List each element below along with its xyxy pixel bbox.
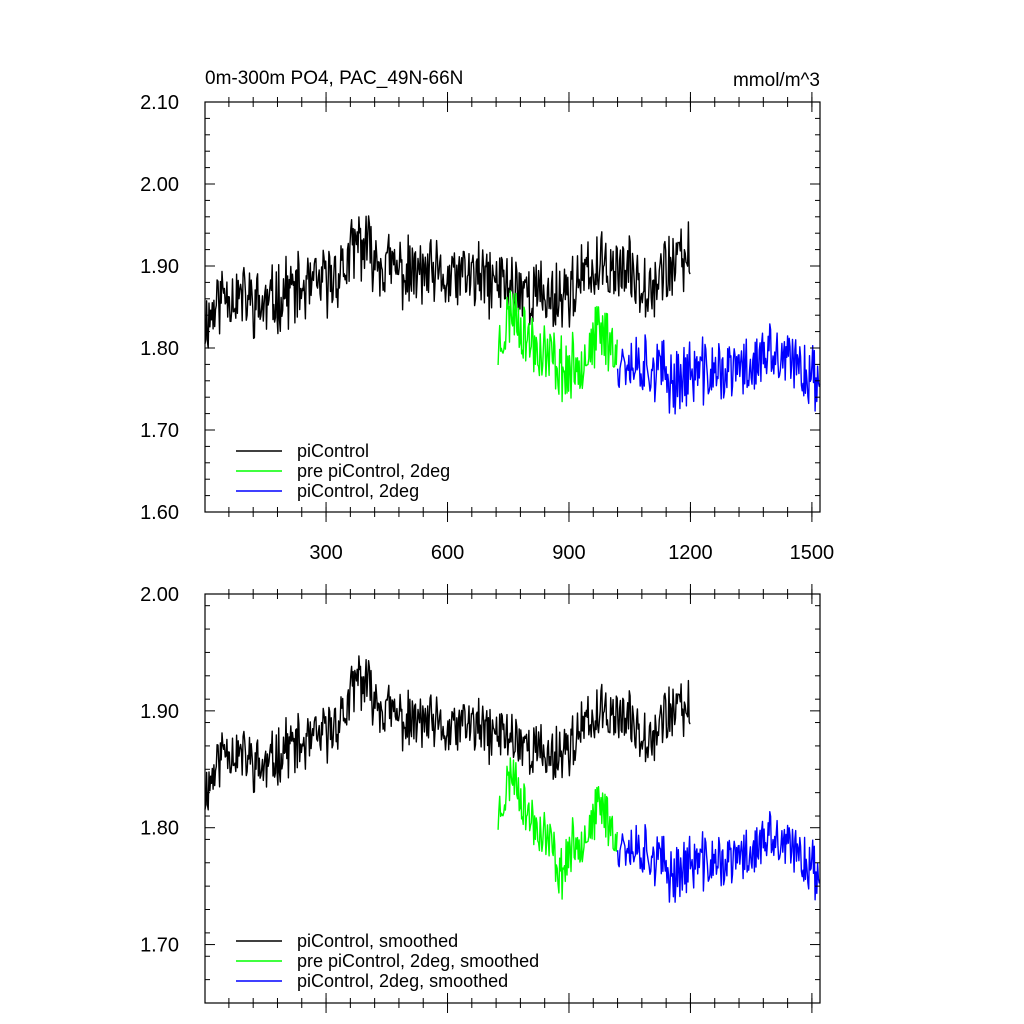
series-line-pre-picontrol-2deg (497, 290, 618, 403)
units-label: mmol/m^3 (733, 70, 820, 91)
x-tick-label: 1200 (668, 542, 713, 564)
top-panel: 0m-300m PO4, PAC_49N-66N mmol/m^3 1.60 1.… (140, 68, 834, 564)
series-line-picontrol-2deg-smoothed (616, 811, 821, 903)
y-tick-label: 2.10 (140, 92, 179, 114)
y-tick-label: 2.00 (140, 174, 179, 196)
x-tick-label: 900 (552, 542, 585, 564)
top-panel-title: 0m-300m PO4, PAC_49N-66N (205, 68, 463, 89)
y-tick-label: 2.00 (140, 584, 179, 606)
top-frame (204, 101, 821, 513)
legend-label-pre-picontrol-2deg: pre piControl, 2deg (297, 461, 450, 481)
x-tick-label: 1500 (790, 542, 835, 564)
legend-label-picontrol-2deg-smoothed: piControl, 2deg, smoothed (297, 971, 508, 991)
y-tick-label: 1.70 (140, 935, 179, 957)
series-line-picontrol-smoothed (204, 655, 691, 811)
bottom-frame (204, 593, 821, 1004)
x-tick-label: 600 (431, 542, 464, 564)
y-tick-label: 1.80 (140, 818, 179, 840)
y-tick-label: 1.90 (140, 701, 179, 723)
legend-label-picontrol-2deg: piControl, 2deg (297, 481, 419, 501)
y-tick-label: 1.80 (140, 338, 179, 360)
series-line-picontrol (204, 215, 691, 349)
legend-label-pre-picontrol-2deg-smoothed: pre piControl, 2deg, smoothed (297, 951, 539, 971)
y-tick-label: 1.60 (140, 502, 179, 524)
y-tick-label: 1.90 (140, 256, 179, 278)
x-tick-label: 300 (309, 542, 342, 564)
series-line-picontrol-2deg (616, 323, 821, 415)
top-legend: piControl pre piControl, 2deg piControl,… (236, 441, 450, 501)
bottom-legend: piControl, smoothed pre piControl, 2deg,… (236, 931, 539, 991)
series-line-pre-picontrol-2deg-smoothed (497, 757, 618, 900)
legend-label-picontrol-smoothed: piControl, smoothed (297, 931, 458, 951)
top-plot-area (204, 215, 821, 415)
bottom-panel: 1.70 1.80 1.90 2.00 piControl, smoothed pre… (140, 584, 821, 1013)
y-tick-label: 1.70 (140, 420, 179, 442)
legend-label-picontrol: piControl (297, 441, 369, 461)
bottom-plot-area (204, 655, 821, 903)
